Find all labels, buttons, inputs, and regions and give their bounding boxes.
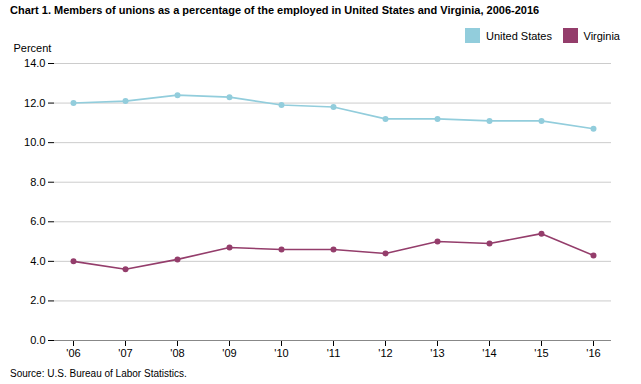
svg-text:'06: '06	[66, 347, 80, 359]
svg-text:'07: '07	[118, 347, 132, 359]
svg-text:'11: '11	[327, 347, 341, 359]
html-text:Virginia: Virginia	[583, 29, 620, 42]
html-text:United States: United States	[486, 29, 552, 42]
svg-text:2.0: 2.0	[30, 294, 45, 306]
svg-text:0.0: 0.0	[30, 334, 45, 346]
svg-text:8.0: 8.0	[30, 176, 45, 188]
svg-text:14.0: 14.0	[24, 57, 45, 69]
svg-text:'12: '12	[378, 347, 392, 359]
html-text:Chart 1. Members of unions as: Chart 1. Members of unions as a percenta…	[10, 4, 540, 16]
svg-text:Percent: Percent	[14, 42, 52, 54]
svg-text:'15: '15	[534, 347, 548, 359]
svg-text:'09: '09	[222, 347, 236, 359]
svg-text:'14: '14	[482, 347, 496, 359]
svg-text:'10: '10	[274, 347, 288, 359]
svg-text:'08: '08	[170, 347, 184, 359]
svg-text:12.0: 12.0	[24, 97, 45, 109]
svg-text:10.0: 10.0	[24, 136, 45, 148]
html-text:Source: U.S. Bureau of Labor S: Source: U.S. Bureau of Labor Statistics.	[10, 368, 187, 379]
svg-text:6.0: 6.0	[30, 215, 45, 227]
svg-text:4.0: 4.0	[30, 255, 45, 267]
svg-text:'13: '13	[430, 347, 444, 359]
svg-text:'16: '16	[586, 347, 600, 359]
